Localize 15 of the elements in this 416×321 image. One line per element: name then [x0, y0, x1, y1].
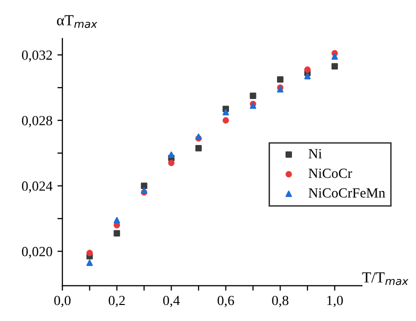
legend-label: Ni	[308, 149, 322, 158]
x-tick-label: 0,2	[108, 296, 125, 308]
y-tick-label: 0,032	[22, 50, 52, 62]
y-tick-label: 0,024	[22, 181, 52, 193]
y-axis-title: αT$_{max}$	[56, 15, 98, 28]
y-tick-label: 0,020	[22, 246, 52, 258]
x-tick-label: 1,0	[327, 296, 343, 308]
x-tick-label: 0,6	[218, 296, 234, 308]
legend-label: NiCoCrFeMn	[308, 188, 386, 198]
x-axis-title: T/T$_{max}$	[362, 272, 408, 286]
x-tick-label: 0,0	[54, 296, 71, 308]
legend-label: NiCoCr	[308, 168, 352, 178]
x-tick-label: 0,8	[272, 296, 288, 308]
x-tick-label: 0,4	[163, 296, 180, 308]
y-tick-label: 0,028	[22, 116, 52, 128]
